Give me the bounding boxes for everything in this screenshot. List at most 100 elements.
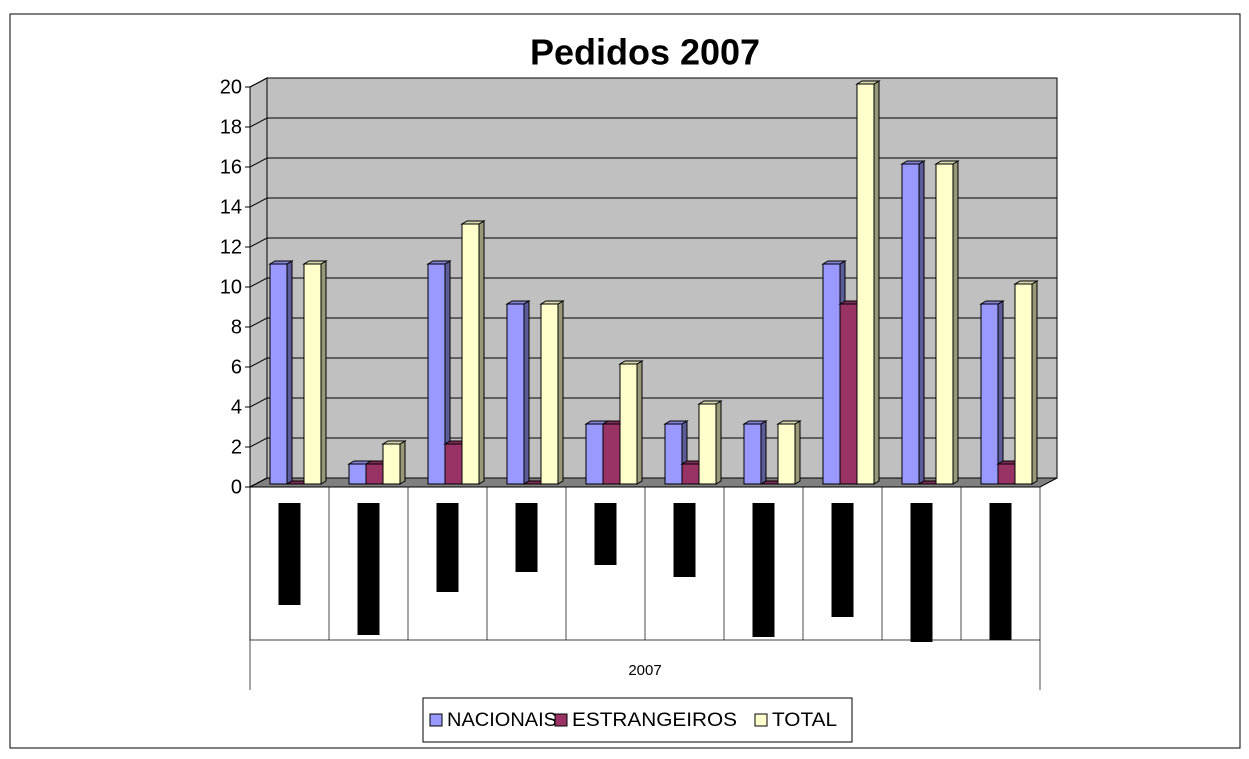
bar [900,160,926,485]
bar [426,260,452,485]
bar-front [444,443,463,485]
bar-front [997,463,1016,485]
bar-top [381,440,407,445]
bar-top [539,300,565,305]
bar [618,360,644,485]
bar [697,400,723,485]
redacted-label [910,503,933,642]
bar-top [979,300,1005,305]
bar-front [602,423,621,485]
legend-label: TOTAL [772,710,837,731]
legend-label: ESTRANGEIROS [572,710,737,731]
bar [663,420,689,485]
bar-top [268,260,294,265]
y-tick-label: 16 [220,156,242,178]
legend-swatch [429,713,443,727]
bar-side [918,160,925,485]
bar-side [399,440,406,485]
bar-front [1014,283,1033,485]
bar-side [557,300,564,485]
y-tick-label: 2 [231,436,242,458]
bar-top [460,220,486,225]
legend-label: NACIONAIS [447,710,557,731]
bar-top [934,160,960,165]
bar-front [777,423,796,485]
grid-line [249,117,1057,128]
bar-top [776,420,802,425]
bar-front [365,463,384,485]
bar [268,260,294,485]
redacted-label [673,503,696,577]
grid-line [249,157,1057,168]
bar-front [856,83,875,485]
bar [855,80,881,485]
bar [381,440,407,485]
bar-front [619,363,638,485]
bar-side [760,420,767,485]
redacted-label [594,503,617,565]
bar-front [269,263,288,485]
bar-top [1013,280,1039,285]
bar-front [935,163,954,485]
bar-front [506,303,525,485]
bar-front [664,423,683,485]
grid-line [249,237,1057,248]
bar [460,220,486,485]
bar-front [303,263,322,485]
chart-title: Pedidos 2007 [530,32,760,73]
grid-line [249,277,1057,288]
bar-top [618,360,644,365]
bar-top [697,400,723,405]
bar-front [980,303,999,485]
bar [742,420,768,485]
bar-front [698,403,717,485]
bar-side [1031,280,1038,485]
grid-line [249,317,1057,328]
y-tick-label: 0 [231,476,242,498]
grid-line [249,197,1057,208]
y-tick-label: 20 [220,76,242,98]
bar-top [302,260,328,265]
bar-front [382,443,401,485]
redacted-label [752,503,775,637]
bar-side [952,160,959,485]
redacted-label [436,503,459,592]
bar-front [427,263,446,485]
bar [979,300,1005,485]
group-label: 2007 [628,662,661,679]
bar-top [426,260,452,265]
y-tick-label: 4 [231,396,242,418]
bar-top [821,260,847,265]
bar [302,260,328,485]
y-tick-label: 18 [220,116,242,138]
bar-side [715,400,722,485]
bar-front [743,423,762,485]
bar-front [348,463,367,485]
bar-front [461,223,480,485]
bar-top [742,420,768,425]
bar-top [505,300,531,305]
redacted-label [831,503,854,617]
bar [776,420,802,485]
bar [505,300,531,485]
bar-side [873,80,880,485]
grid-line [249,357,1057,368]
bar-front [681,463,700,485]
y-tick-label: 6 [231,356,242,378]
bar-side [286,260,293,485]
y-tick-label: 12 [220,236,242,258]
legend-box [422,697,853,743]
redacted-label [989,503,1012,640]
bar-top [663,420,689,425]
y-tick-label: 10 [220,276,242,298]
bar-side [997,300,1004,485]
bar [1013,280,1039,485]
bar [539,300,565,485]
grid-line [249,397,1057,408]
bar-side [794,420,801,485]
bar [934,160,960,485]
y-tick-label: 14 [220,196,242,218]
redacted-label [278,503,301,605]
bar-front [585,423,604,485]
